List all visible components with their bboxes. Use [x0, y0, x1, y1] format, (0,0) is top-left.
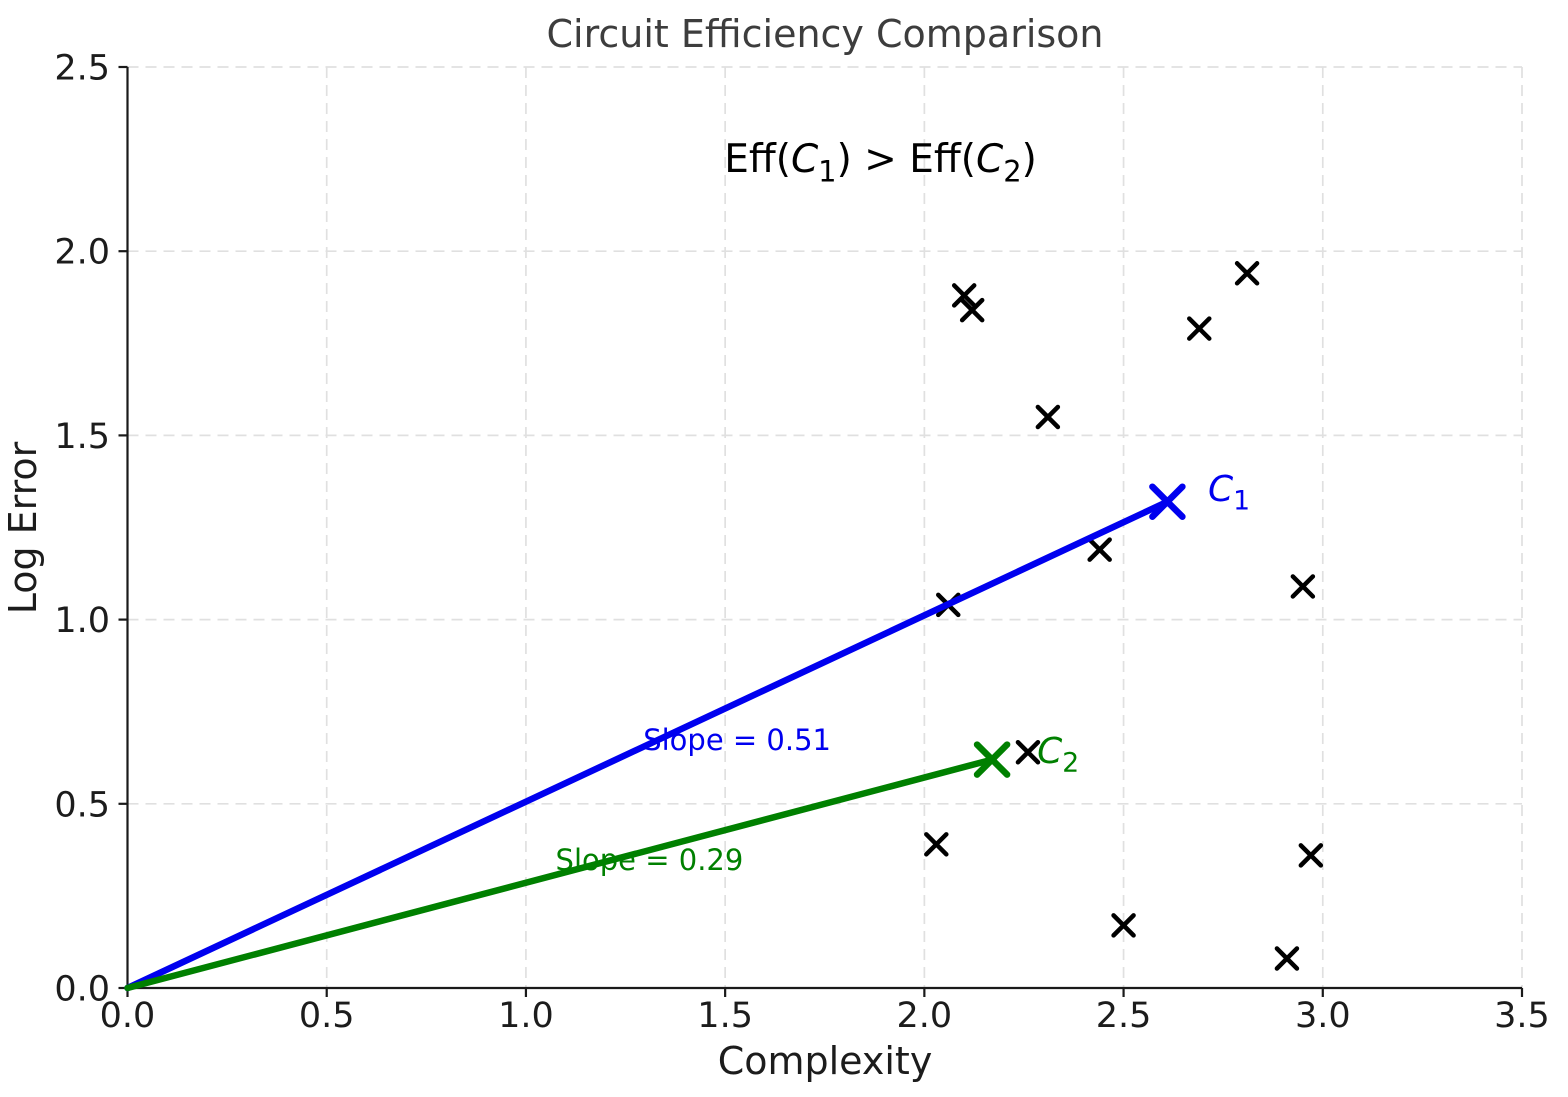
scatter-point — [1290, 574, 1316, 599]
fit-lines: Slope = 0.51 C1 Slope = 0.29 C2 — [124, 469, 1250, 992]
endpoint-marker-C2 — [973, 741, 1011, 778]
y-tick-label: 2.0 — [54, 233, 110, 273]
x-tick-label: 3.5 — [1494, 996, 1550, 1036]
scatter-point — [1298, 843, 1324, 868]
axes-spines — [126, 67, 1522, 990]
scatter-point — [951, 283, 977, 308]
scatter-point — [1187, 316, 1212, 341]
y-tick-label: 1.0 — [54, 601, 110, 641]
chart-title: Circuit Efficiency Comparison — [546, 12, 1103, 56]
annotation: Eff(C1) > Eff(C2) — [724, 137, 1037, 188]
scatter-point — [1274, 946, 1300, 971]
fit-line-C2 — [124, 756, 996, 992]
x-tick-labels: 0.0 0.5 1.0 1.5 2.0 2.5 3.0 3.5 — [100, 996, 1550, 1036]
endpoint-label-C2: C2 — [1037, 731, 1079, 779]
scatter-point — [924, 832, 949, 857]
x-tick-label: 1.5 — [697, 996, 753, 1036]
scatter-point — [1087, 537, 1112, 562]
scatter-point — [1015, 739, 1041, 765]
x-axis-label: Complexity — [718, 1039, 933, 1083]
slope-label-C2: Slope = 0.29 — [556, 843, 744, 877]
x-tick-label: 2.0 — [897, 996, 953, 1036]
y-tick-labels: 0.0 0.5 1.0 1.5 2.0 2.5 — [54, 49, 110, 1010]
x-tick-label: 1.0 — [498, 996, 554, 1036]
fit-line-C1 — [124, 498, 1171, 992]
y-tick-label: 0.0 — [54, 970, 110, 1010]
y-tick-label: 0.5 — [54, 785, 110, 825]
y-tick-label: 2.5 — [54, 49, 110, 89]
scatter-point — [1035, 404, 1061, 430]
endpoint-label-C1: C1 — [1208, 469, 1250, 517]
scatter-point — [959, 297, 985, 323]
tick-marks — [118, 65, 1524, 997]
x-tick-label: 0.5 — [299, 996, 355, 1036]
endpoint-marker-C1 — [1149, 483, 1186, 520]
x-tick-label: 0.0 — [100, 996, 156, 1036]
x-tick-label: 2.5 — [1096, 996, 1152, 1036]
slope-label-C1: Slope = 0.51 — [643, 723, 831, 757]
y-axis-label: Log Error — [1, 441, 45, 614]
y-tick-label: 1.5 — [54, 417, 110, 457]
gridlines — [126, 66, 1523, 989]
efficiency-annotation: Eff(C1) > Eff(C2) — [724, 137, 1037, 188]
scatter-point — [1234, 261, 1260, 286]
x-tick-label: 3.0 — [1295, 996, 1351, 1036]
scatter-point — [1111, 913, 1136, 938]
